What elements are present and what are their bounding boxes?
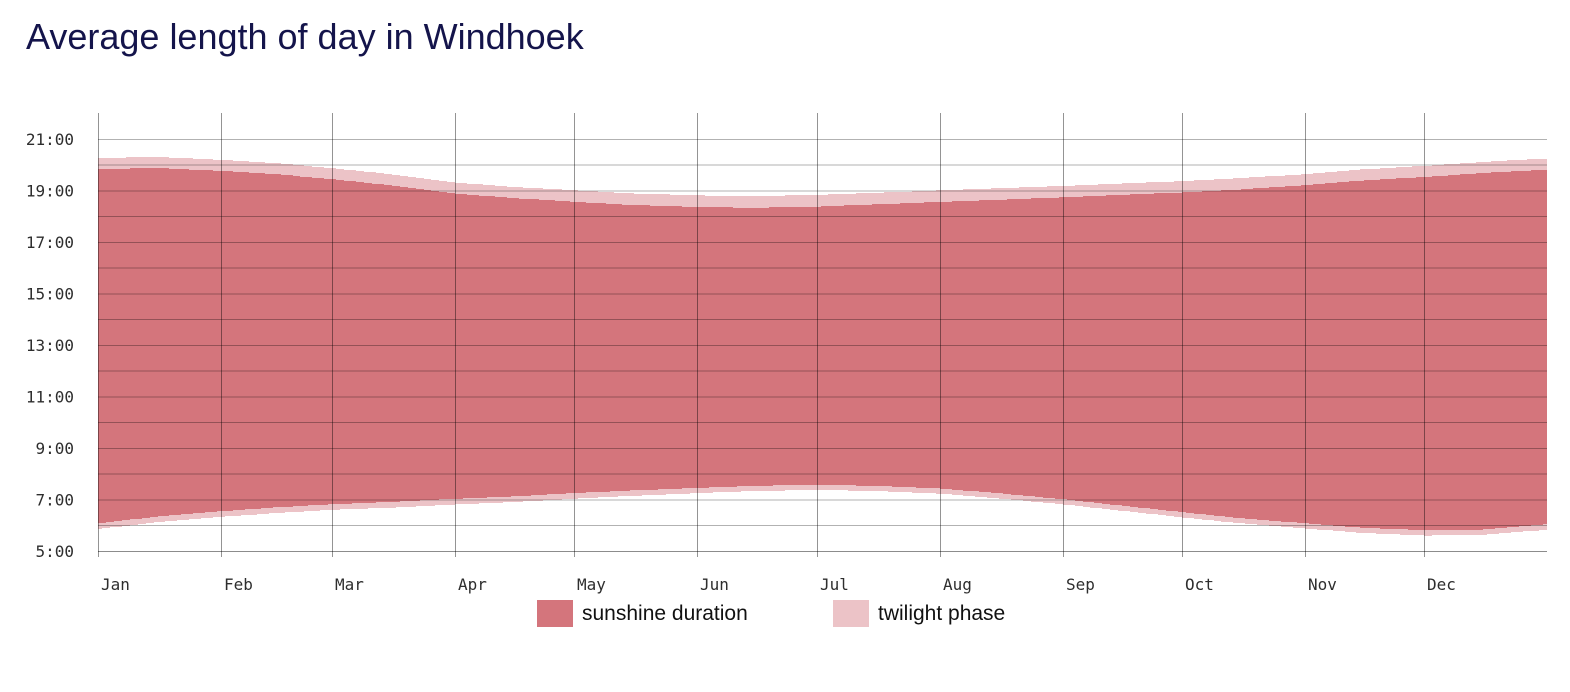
svg-text:7:00: 7:00 xyxy=(35,490,74,509)
twilight-swatch-icon xyxy=(833,600,869,627)
svg-text:May: May xyxy=(577,575,606,594)
svg-text:Oct: Oct xyxy=(1185,575,1214,594)
sunshine-area xyxy=(98,168,1547,530)
sunshine-swatch-icon xyxy=(537,600,573,627)
gridlines xyxy=(98,113,1547,557)
svg-text:9:00: 9:00 xyxy=(35,439,74,458)
svg-text:Dec: Dec xyxy=(1427,575,1456,594)
svg-text:11:00: 11:00 xyxy=(26,387,74,406)
svg-text:17:00: 17:00 xyxy=(26,233,74,252)
svg-text:Jul: Jul xyxy=(820,575,849,594)
legend-label-sunshine: sunshine duration xyxy=(582,601,748,625)
page-title: Average length of day in Windhoek xyxy=(26,16,584,57)
legend-item-sunshine: sunshine duration xyxy=(537,600,748,627)
x-axis-labels: Jan Feb Mar Apr May Jun Jul Aug Sep Oct Nov Dec xyxy=(101,575,1456,594)
svg-text:Jan: Jan xyxy=(101,575,130,594)
legend-label-twilight: twilight phase xyxy=(878,601,1006,625)
svg-text:19:00: 19:00 xyxy=(26,181,74,200)
svg-text:15:00: 15:00 xyxy=(26,284,74,303)
plot-areas xyxy=(98,157,1547,536)
svg-text:21:00: 21:00 xyxy=(26,130,74,149)
svg-text:Jun: Jun xyxy=(700,575,729,594)
y-axis-labels: 21:00 19:00 17:00 15:00 13:00 11:00 9:00 7:00 5:… xyxy=(26,130,74,561)
svg-text:Apr: Apr xyxy=(458,575,487,594)
legend-item-twilight: twilight phase xyxy=(833,600,1005,627)
svg-text:Aug: Aug xyxy=(943,575,972,594)
svg-text:5:00: 5:00 xyxy=(35,542,74,561)
svg-text:Feb: Feb xyxy=(224,575,253,594)
svg-text:13:00: 13:00 xyxy=(26,336,74,355)
svg-text:Sep: Sep xyxy=(1066,575,1095,594)
svg-text:Nov: Nov xyxy=(1308,575,1337,594)
svg-text:Mar: Mar xyxy=(335,575,364,594)
